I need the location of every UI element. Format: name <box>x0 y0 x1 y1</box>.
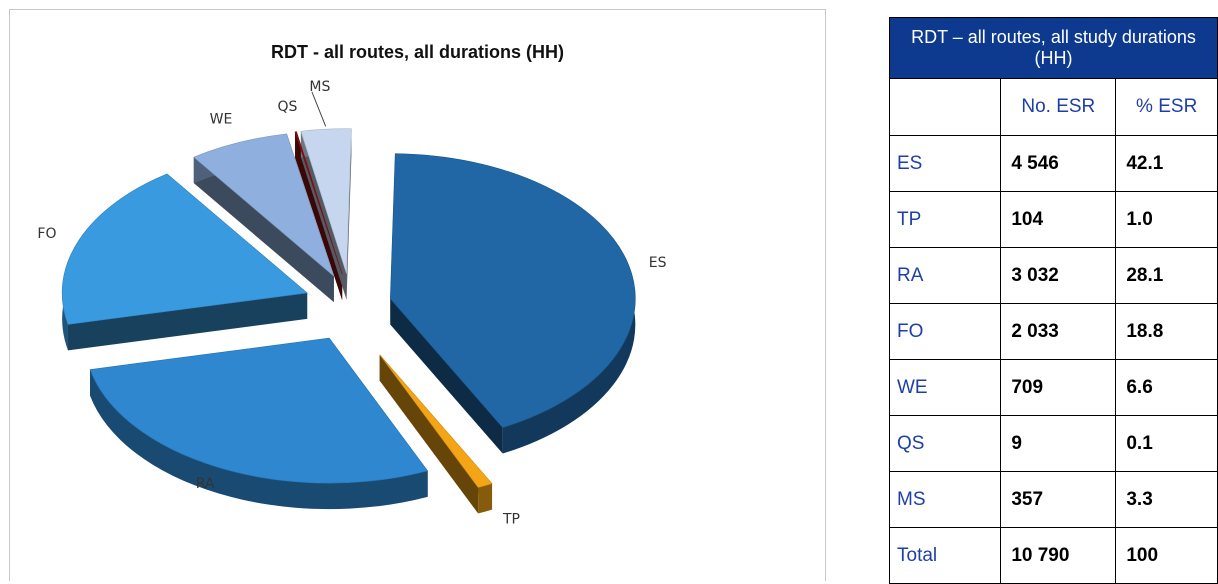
row-percent: 18.8 <box>1115 303 1218 360</box>
pie-slice-wall-qs <box>295 131 297 158</box>
row-count: 9 <box>1000 415 1117 472</box>
pie-slice-ms <box>300 128 352 274</box>
row-count: 2 033 <box>1000 303 1117 360</box>
row-label: Total <box>888 527 1002 584</box>
table-title: RDT – all routes, all study durations (H… <box>889 17 1218 79</box>
pie-slice-es <box>390 153 636 428</box>
row-count: 3 032 <box>1000 247 1117 304</box>
row-label: RA <box>888 247 1002 304</box>
slice-label-ra: RA <box>196 476 215 492</box>
pie-slice-side-we <box>193 157 334 303</box>
esr-table: RDT – all routes, all study durations (H… <box>888 17 1218 584</box>
column-header-no-esr: No. ESR <box>1000 78 1117 136</box>
pie-slice-wall-ra <box>90 369 428 510</box>
row-label: FO <box>888 303 1002 360</box>
pie-slice-wall-tp <box>478 483 493 514</box>
table-row: WE 709 6.6 <box>888 359 1218 416</box>
pie-labels: ES TP RA FO WE QS MS <box>37 79 666 527</box>
table-row: TP 104 1.0 <box>888 191 1218 248</box>
column-header-label <box>888 78 1002 136</box>
row-count: 104 <box>1000 191 1117 248</box>
pie-slice-qs <box>294 131 343 275</box>
pie-chart: ES TP RA FO WE QS MS <box>37 79 666 527</box>
column-header-pct-esr: % ESR <box>1115 78 1218 136</box>
row-count: 4 546 <box>1000 135 1117 192</box>
pie-slice-ra <box>89 337 429 484</box>
row-percent: 0.1 <box>1115 415 1218 472</box>
chart-title: RDT - all routes, all durations (HH) <box>270 42 565 62</box>
table-header-row: No. ESR % ESR <box>888 78 1218 136</box>
pie-slice-fo <box>61 173 308 325</box>
row-count: 709 <box>1000 359 1117 416</box>
row-label: WE <box>888 359 1002 416</box>
row-label: QS <box>888 415 1002 472</box>
chart-panel: RDT - all routes, all durations (HH) ES T… <box>9 9 826 581</box>
table-row: RA 3 032 28.1 <box>888 247 1218 304</box>
table-row: Total 10 790 100 <box>888 527 1218 584</box>
pie-slice-side-es <box>390 298 503 454</box>
pie-tops <box>61 128 636 488</box>
table-body: ES 4 546 42.1 TP 104 1.0 RA 3 032 28.1 FO 2 033 18.… <box>888 135 1218 584</box>
pie-slice-tp <box>379 354 493 488</box>
esr-table-container: RDT – all routes, all study durations (H… <box>888 17 1218 584</box>
table-row: ES 4 546 42.1 <box>888 135 1218 192</box>
table-row: MS 357 3.3 <box>888 471 1218 528</box>
row-label: MS <box>888 471 1002 528</box>
table-row: QS 9 0.1 <box>888 415 1218 472</box>
table-row: FO 2 033 18.8 <box>888 303 1218 360</box>
pie-slice-side-fo <box>67 292 308 351</box>
pie-slice-side-ms <box>300 131 347 300</box>
slice-label-qs: QS <box>277 99 297 115</box>
row-percent: 1.0 <box>1115 191 1218 248</box>
row-percent: 100 <box>1115 527 1218 584</box>
row-label: ES <box>888 135 1002 192</box>
pie-slice-we <box>193 133 335 278</box>
row-percent: 3.3 <box>1115 471 1218 528</box>
slice-label-we: WE <box>210 112 233 128</box>
slice-label-ms: MS <box>309 79 330 95</box>
row-count: 10 790 <box>1000 527 1117 584</box>
row-count: 357 <box>1000 471 1117 528</box>
row-percent: 42.1 <box>1115 135 1218 192</box>
row-percent: 28.1 <box>1115 247 1218 304</box>
pie-slice-side-tp <box>379 354 479 514</box>
slice-label-es: ES <box>649 255 667 271</box>
row-label: TP <box>888 191 1002 248</box>
slice-label-tp: TP <box>502 511 520 527</box>
slice-label-fo: FO <box>37 226 56 242</box>
pie-leader-lines <box>311 91 327 127</box>
row-percent: 6.6 <box>1115 359 1218 416</box>
leader-line-ms <box>311 91 327 127</box>
